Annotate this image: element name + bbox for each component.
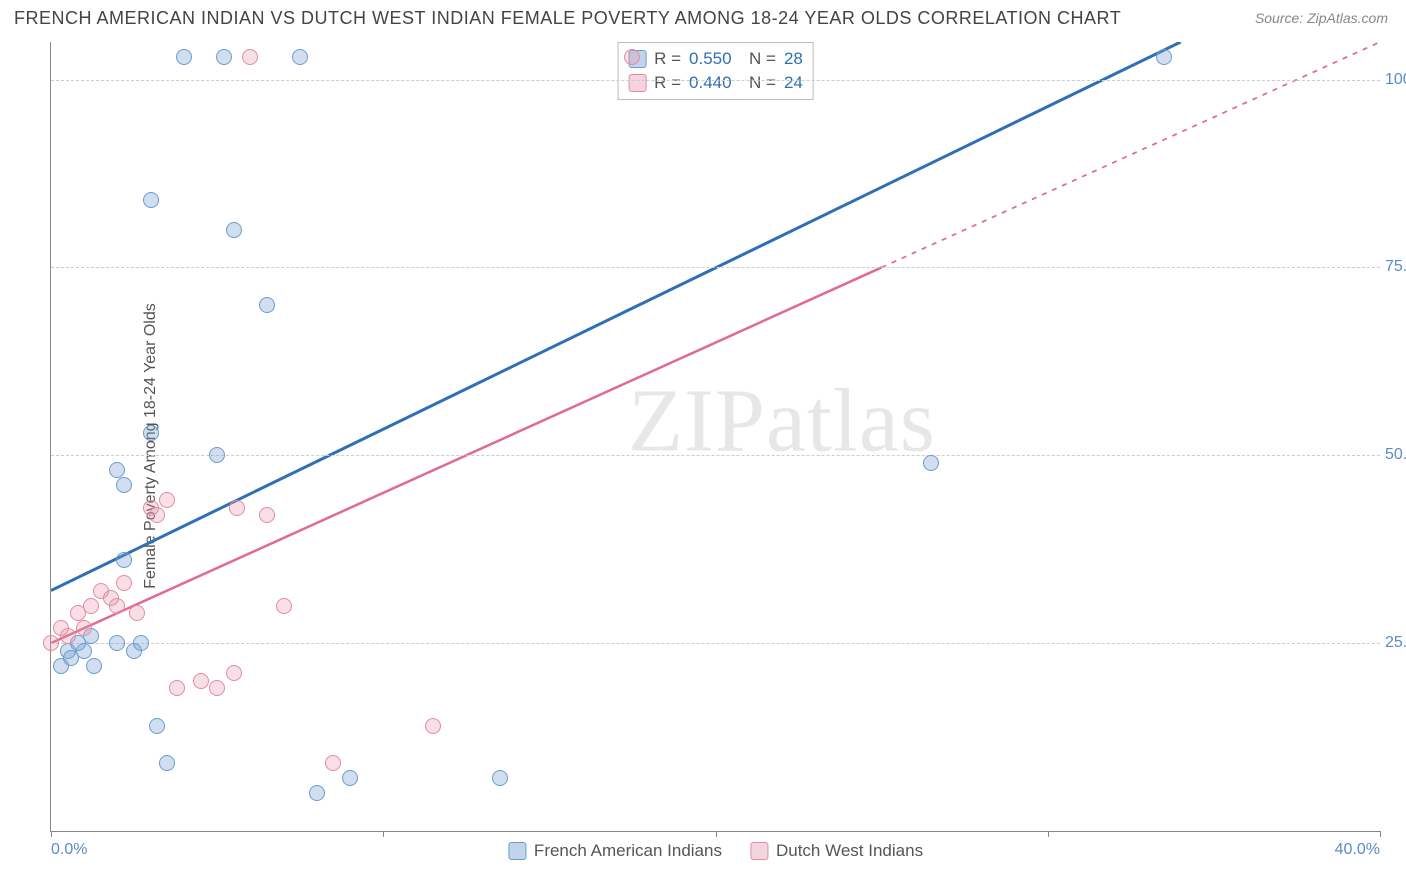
data-point (159, 492, 175, 508)
legend-item-series-2: Dutch West Indians (750, 841, 923, 861)
y-tick-label: 25.0% (1385, 634, 1406, 652)
data-point (86, 658, 102, 674)
legend-label: French American Indians (534, 841, 722, 861)
scatter-plot-area: ZIPatlas R = 0.550 N = 28 R = 0.440 N = … (50, 42, 1380, 832)
data-point (109, 462, 125, 478)
r-value-series-1: 0.550 (689, 49, 732, 69)
data-point (325, 755, 341, 771)
correlation-legend: R = 0.550 N = 28 R = 0.440 N = 24 (617, 42, 814, 100)
n-label: N = (740, 49, 776, 69)
swatch-pink-icon (628, 74, 646, 92)
data-point (76, 643, 92, 659)
swatch-blue-icon (508, 842, 526, 860)
data-point (226, 222, 242, 238)
data-point (276, 598, 292, 614)
data-point (229, 500, 245, 516)
legend-row-series-2: R = 0.440 N = 24 (628, 71, 803, 95)
n-label: N = (740, 73, 776, 93)
data-point (176, 49, 192, 65)
chart-title: FRENCH AMERICAN INDIAN VS DUTCH WEST IND… (14, 8, 1121, 29)
data-point (129, 605, 145, 621)
data-point (116, 552, 132, 568)
data-point (425, 718, 441, 734)
y-tick-label: 100.0% (1385, 71, 1406, 89)
data-point (242, 49, 258, 65)
data-point (259, 297, 275, 313)
gridline (51, 643, 1380, 644)
data-point (43, 635, 59, 651)
y-tick-label: 75.0% (1385, 258, 1406, 276)
data-point (143, 425, 159, 441)
data-point (60, 628, 76, 644)
data-point (143, 192, 159, 208)
x-tick-label: 0.0% (51, 841, 87, 859)
x-tick (1380, 831, 1381, 837)
legend-label: Dutch West Indians (776, 841, 923, 861)
data-point (1156, 49, 1172, 65)
x-tick (383, 831, 384, 837)
data-point (624, 49, 640, 65)
series-legend: French American Indians Dutch West India… (508, 841, 923, 861)
swatch-pink-icon (750, 842, 768, 860)
data-point (116, 575, 132, 591)
n-value-series-2: 24 (784, 73, 803, 93)
r-label: R = (654, 49, 681, 69)
data-point (309, 785, 325, 801)
gridline (51, 455, 1380, 456)
data-point (292, 49, 308, 65)
data-point (923, 455, 939, 471)
source-attribution: Source: ZipAtlas.com (1255, 10, 1388, 26)
r-label: R = (654, 73, 681, 93)
x-tick-label: 40.0% (1335, 841, 1380, 859)
data-point (109, 598, 125, 614)
r-value-series-2: 0.440 (689, 73, 732, 93)
data-point (226, 665, 242, 681)
gridline (51, 267, 1380, 268)
data-point (109, 635, 125, 651)
x-tick (51, 831, 52, 837)
gridline (51, 80, 1380, 81)
data-point (169, 680, 185, 696)
data-point (216, 49, 232, 65)
legend-item-series-1: French American Indians (508, 841, 722, 861)
legend-row-series-1: R = 0.550 N = 28 (628, 47, 803, 71)
data-point (133, 635, 149, 651)
x-tick (1048, 831, 1049, 837)
n-value-series-1: 28 (784, 49, 803, 69)
data-point (193, 673, 209, 689)
data-point (209, 680, 225, 696)
watermark-text: ZIPatlas (628, 369, 936, 472)
data-point (83, 598, 99, 614)
data-point (259, 507, 275, 523)
data-point (492, 770, 508, 786)
x-tick (716, 831, 717, 837)
data-point (209, 447, 225, 463)
data-point (149, 507, 165, 523)
data-point (159, 755, 175, 771)
y-tick-label: 50.0% (1385, 446, 1406, 464)
data-point (116, 477, 132, 493)
data-point (342, 770, 358, 786)
data-point (76, 620, 92, 636)
data-point (149, 718, 165, 734)
trend-lines-svg (51, 42, 1380, 831)
